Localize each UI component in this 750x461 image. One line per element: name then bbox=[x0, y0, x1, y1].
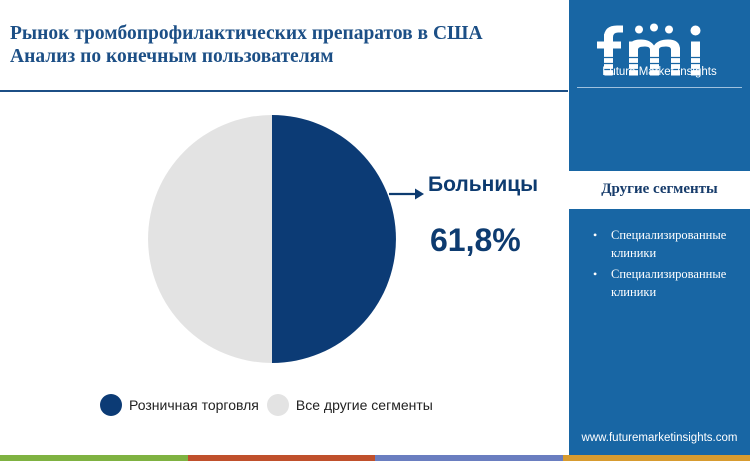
chart-title-line-1: Рынок тромбопрофилактических препаратов … bbox=[10, 23, 483, 44]
logo-tagline: Future Market Insights bbox=[602, 66, 717, 78]
pie-chart bbox=[148, 115, 396, 363]
bottom-bar-segment bbox=[0, 455, 188, 461]
bottom-bar-segment bbox=[187, 455, 375, 461]
fmi-logo-letters bbox=[597, 25, 701, 76]
bottom-bar-segment bbox=[375, 455, 563, 461]
legend-swatch-other bbox=[266, 394, 289, 416]
legend-item-retail: Розничная торговля bbox=[100, 394, 259, 416]
legend-swatch-retail bbox=[100, 394, 122, 416]
segment-label: Специализированные клиники bbox=[611, 267, 727, 299]
legend-label-retail: Розничная торговля bbox=[129, 397, 259, 413]
sidebar-panel: Future Market Insights Другие сегменты •… bbox=[569, 0, 750, 461]
segment-label: Специализированные клиники bbox=[611, 228, 727, 260]
bullet-icon: • bbox=[593, 228, 598, 242]
bottom-bar-segment bbox=[562, 455, 750, 461]
pie-slice-0 bbox=[272, 115, 396, 363]
callout-arrow-icon bbox=[389, 188, 424, 200]
chart-title: Рынок тромбопрофилактических препаратов … bbox=[10, 22, 565, 68]
bullet-icon: • bbox=[593, 267, 598, 281]
pie-slice-1 bbox=[148, 115, 272, 363]
chart-legend: Розничная торговля Все другие сегменты bbox=[100, 394, 441, 416]
legend-label-other: Все другие сегменты bbox=[295, 397, 433, 413]
other-segments-header: Другие сегменты bbox=[569, 171, 750, 209]
other-segments-title: Другие сегменты bbox=[601, 181, 718, 197]
chart-title-line-2: Анализ по конечным пользователям bbox=[10, 46, 334, 67]
callout-label: Больницы bbox=[428, 173, 539, 196]
sidebar-divider bbox=[577, 87, 742, 88]
other-segments-list: • Специализированные клиники • Специализ… bbox=[589, 226, 749, 304]
fmi-logo bbox=[597, 23, 709, 76]
legend-item-other: Все другие сегменты bbox=[266, 394, 433, 416]
bottom-color-bar bbox=[0, 455, 750, 461]
list-item: • Специализированные клиники bbox=[589, 226, 749, 262]
fmi-logo-lines bbox=[597, 56, 709, 71]
title-divider bbox=[0, 90, 568, 92]
website-link[interactable]: www.futuremarketinsights.com bbox=[581, 432, 738, 444]
list-item: • Специализированные клиники bbox=[589, 265, 749, 301]
globe-icons bbox=[635, 23, 673, 34]
callout-value: 61,8% bbox=[430, 222, 521, 258]
